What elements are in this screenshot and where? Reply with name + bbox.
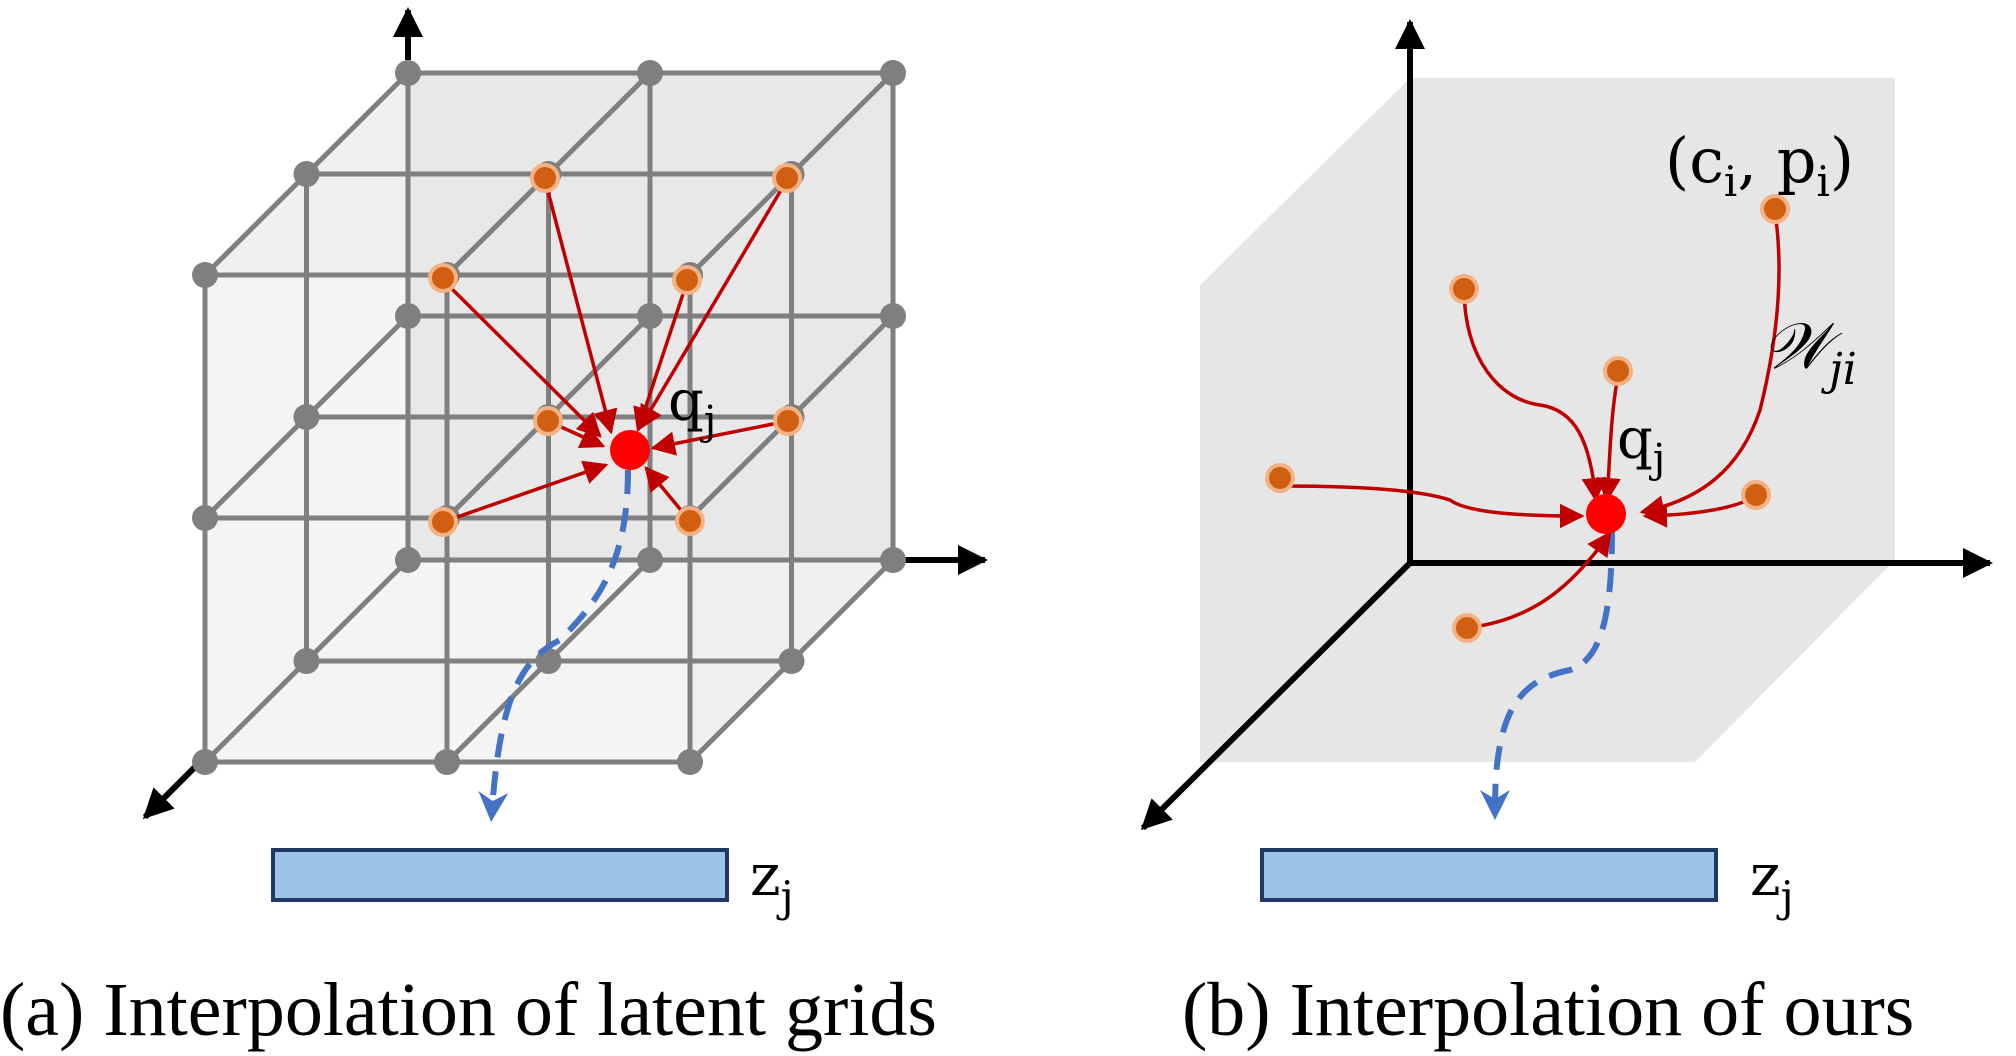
anchor-point: [428, 507, 458, 537]
grid-node: [192, 262, 218, 288]
anchor-point: [675, 506, 705, 536]
grid-edge: [304, 558, 410, 663]
point-label-b: (ci, pi): [1665, 124, 1854, 206]
latent-grid-lines: [202, 70, 896, 765]
anchor-point: [1603, 356, 1633, 386]
anchor-point: [1741, 480, 1771, 510]
grid-node: [434, 749, 460, 775]
grid-node: [880, 303, 906, 329]
grid-edge: [688, 172, 794, 277]
caption-b: (b) Interpolation of ours: [1182, 968, 1914, 1052]
grid-node: [880, 547, 906, 573]
feature-label-b: zj: [1750, 841, 1794, 921]
feature-label-a: zj: [750, 841, 794, 921]
anchor-point: [533, 406, 563, 436]
flow-arrow-b: [1480, 529, 1615, 820]
grid-node: [293, 648, 320, 674]
feature-vector-b: [1260, 848, 1718, 902]
grid-node: [293, 404, 320, 430]
grid-node: [395, 303, 421, 329]
grid-node: [637, 547, 663, 573]
caption-a: (a) Interpolation of latent grids: [0, 968, 937, 1052]
grid-edge: [304, 314, 410, 419]
grid-node: [778, 648, 805, 674]
anchor-point: [428, 263, 458, 293]
latent-plane-b: [1200, 78, 1895, 762]
feature-vector-a: [271, 848, 729, 902]
grid-node: [637, 60, 663, 86]
anchor-point: [1452, 613, 1482, 643]
panel-b: qj (ci, pi) 𝒲ji zj (b) Interpolation of …: [1140, 19, 1993, 1052]
grid-node: [395, 60, 421, 86]
grid-node: [395, 547, 421, 573]
grid-node: [192, 749, 218, 775]
query-point-b: [1586, 494, 1626, 534]
grid-node: [293, 161, 320, 187]
grid-edge: [546, 558, 652, 663]
grid-node: [677, 749, 703, 775]
anchor-point: [1449, 274, 1479, 304]
grid-edge: [203, 415, 309, 520]
query-point-a: [610, 430, 650, 470]
grid-edge: [445, 415, 551, 520]
grid-edge: [203, 659, 309, 764]
anchor-points-a: [428, 163, 803, 537]
query-label-b: qj: [1617, 407, 1665, 482]
grid-edge: [688, 415, 794, 520]
axis-diag-a: [142, 759, 203, 820]
anchor-points-b: [1265, 194, 1790, 643]
grid-edge: [789, 314, 895, 419]
grid-edge: [546, 71, 652, 176]
grid-node: [192, 505, 218, 531]
anchor-point: [672, 265, 702, 295]
grid-edge: [203, 172, 309, 277]
grid-node: [637, 303, 663, 329]
axis-diag-b: [1140, 560, 1413, 831]
anchor-point: [530, 163, 560, 193]
anchor-point: [1265, 463, 1295, 493]
anchor-point: [772, 163, 802, 193]
grid-edge: [789, 71, 895, 176]
panel-a: qj zj (a) Interpolation of latent grids: [0, 7, 988, 1052]
query-label-a: qj: [668, 369, 716, 444]
anchor-point: [1760, 194, 1790, 224]
anchor-point: [773, 406, 803, 436]
grid-edge: [304, 71, 410, 176]
grid-edge: [688, 659, 794, 764]
grid-edge: [789, 558, 895, 663]
grid-edge: [445, 172, 551, 277]
grid-edge: [445, 659, 551, 764]
grid-node: [880, 60, 906, 86]
